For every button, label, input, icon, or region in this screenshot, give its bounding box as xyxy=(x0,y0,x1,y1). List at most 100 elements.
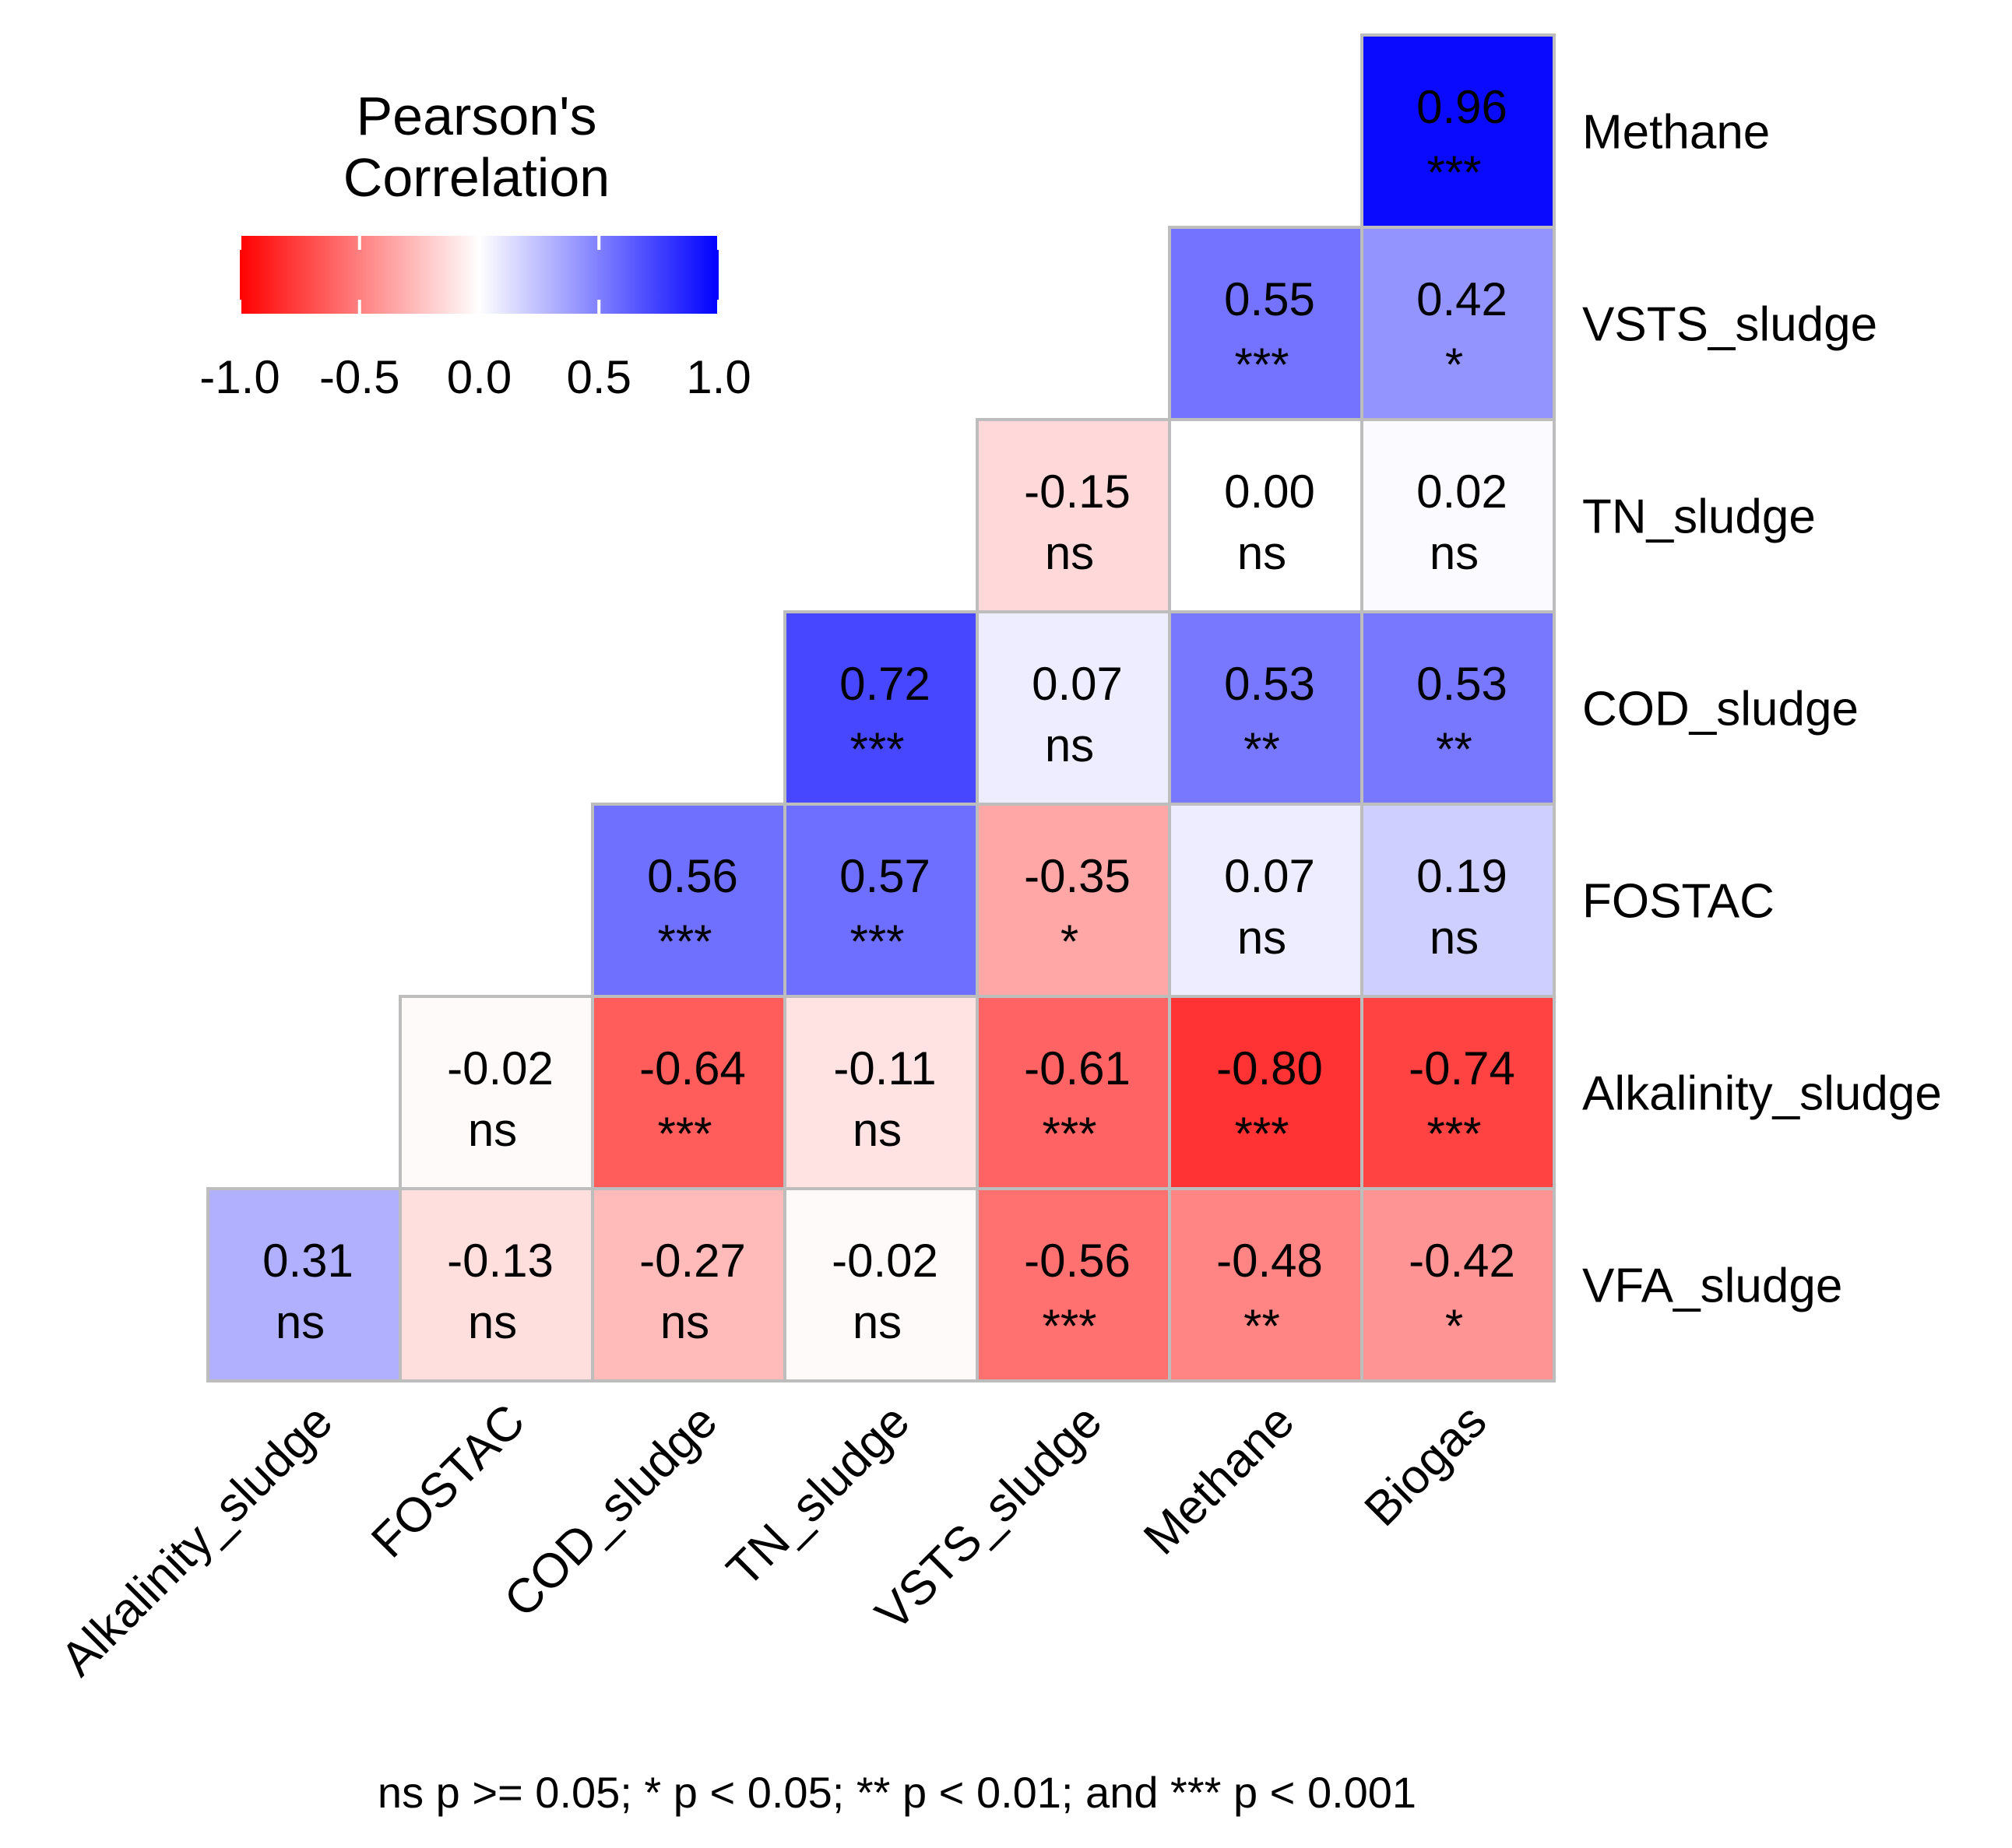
cell-value-label: 0.53 xyxy=(1416,658,1507,710)
cell-significance-label: ns xyxy=(1430,912,1479,964)
heatmap-cell: -0.35 * xyxy=(976,803,1171,998)
heatmap-cell: -0.27 ns xyxy=(591,1187,786,1382)
heatmap-cell: 0.72 *** xyxy=(783,610,979,806)
heatmap-cell: 0.00 ns xyxy=(1168,418,1363,613)
heatmap-cell-rect xyxy=(783,1187,979,1382)
cell-significance-label: * xyxy=(1445,1300,1463,1352)
cell-significance-label: *** xyxy=(1234,339,1289,391)
cell-significance-label: *** xyxy=(1042,1108,1096,1160)
legend-tick-label: 1.0 xyxy=(686,351,751,403)
legend-ticks: -1.0 -0.5 0.0 0.5 1.0 xyxy=(199,236,751,403)
cell-significance-label: ** xyxy=(1436,723,1472,775)
cell-significance-label: ns xyxy=(853,1296,902,1348)
y-axis-label: VSTS_sludge xyxy=(1582,298,1877,352)
heatmap-cell-rect xyxy=(1360,418,1556,613)
cell-value-label: -0.48 xyxy=(1216,1235,1323,1287)
heatmap-cell-rect xyxy=(1168,610,1363,806)
cell-significance-label: *** xyxy=(1042,1300,1096,1352)
x-axis-label: FOSTAC xyxy=(361,1394,535,1568)
cell-value-label: -0.56 xyxy=(1024,1235,1131,1287)
y-axis-label: TN_sludge xyxy=(1582,490,1816,544)
heatmap-cell: -0.15 ns xyxy=(976,418,1171,613)
heatmap-cell: 0.31 ns xyxy=(206,1187,402,1382)
heatmap-cell: 0.42 * xyxy=(1360,226,1556,421)
cell-significance-label: *** xyxy=(1426,1108,1481,1160)
heatmap-cell-rect xyxy=(976,418,1171,613)
cell-value-label: 0.57 xyxy=(839,850,930,902)
cell-value-label: -0.64 xyxy=(639,1042,746,1094)
heatmap-cell: 0.19 ns xyxy=(1360,803,1556,998)
heatmap-cell: -0.11 ns xyxy=(783,995,979,1190)
heatmap-cell-rect xyxy=(976,803,1171,998)
x-axis-label: Biogas xyxy=(1355,1394,1497,1537)
heatmap-cell: -0.64 *** xyxy=(591,995,786,1190)
cell-value-label: 0.72 xyxy=(839,658,930,710)
cell-value-label: 0.56 xyxy=(647,850,738,902)
heatmap-cell: 0.57 *** xyxy=(783,803,979,998)
x-axis-label: Methane xyxy=(1134,1394,1304,1565)
heatmap-cell-rect xyxy=(1360,226,1556,421)
cell-significance-label: ns xyxy=(468,1296,517,1348)
cell-significance-label: *** xyxy=(849,915,904,968)
cell-value-label: 0.07 xyxy=(1032,658,1123,710)
heatmap-cell: -0.02 ns xyxy=(783,1187,979,1382)
y-axis-label: VFA_sludge xyxy=(1582,1260,1842,1313)
cell-significance-label: * xyxy=(1445,339,1463,391)
heatmap-cell: 0.96 *** xyxy=(1360,33,1556,229)
cell-significance-label: ns xyxy=(1045,719,1094,771)
cell-value-label: -0.11 xyxy=(833,1042,936,1094)
heatmap-cell-rect xyxy=(976,1187,1171,1382)
heatmap-cell-rect xyxy=(783,803,979,998)
legend-tick-label: 0.0 xyxy=(447,351,512,403)
heatmap-cell-rect xyxy=(1360,610,1556,806)
heatmap-cell: -0.48 ** xyxy=(1168,1187,1363,1382)
heatmap-cell-rect xyxy=(1360,995,1556,1190)
x-axis-label: Alkalinity_sludge xyxy=(51,1394,343,1686)
y-axis-label: Methane xyxy=(1582,106,1770,160)
legend-title-line-2: Correlation xyxy=(343,147,610,208)
cell-value-label: 0.96 xyxy=(1416,81,1507,133)
heatmap-cell: 0.53 ** xyxy=(1168,610,1363,806)
heatmap-cell: 0.02 ns xyxy=(1360,418,1556,613)
cell-value-label: 0.31 xyxy=(262,1235,354,1287)
cell-significance-label: *** xyxy=(849,723,904,775)
cell-value-label: 0.02 xyxy=(1416,466,1507,518)
significance-footnote: ns p >= 0.05; * p < 0.05; ** p < 0.01; a… xyxy=(378,1768,1416,1817)
cell-significance-label: *** xyxy=(657,915,712,968)
heatmap-cell: -0.61 *** xyxy=(976,995,1171,1190)
legend-tick-label: -0.5 xyxy=(319,351,399,403)
heatmap-cell: -0.80 *** xyxy=(1168,995,1363,1190)
cell-significance-label: *** xyxy=(657,1108,712,1160)
cell-significance-label: ns xyxy=(1237,912,1286,964)
cell-value-label: 0.00 xyxy=(1224,466,1315,518)
y-axis-label: COD_sludge xyxy=(1582,683,1859,736)
cell-significance-label: ns xyxy=(1045,527,1094,579)
cell-significance-label: ns xyxy=(468,1104,517,1156)
cell-value-label: 0.53 xyxy=(1224,658,1315,710)
cell-value-label: -0.74 xyxy=(1409,1042,1515,1094)
heatmap-cell-rect xyxy=(1360,33,1556,229)
heatmap-cell: -0.42 * xyxy=(1360,1187,1556,1382)
cell-significance-label: ns xyxy=(1430,527,1479,579)
cell-value-label: 0.19 xyxy=(1416,850,1507,902)
legend-tick-label: -1.0 xyxy=(199,351,280,403)
cell-significance-label: *** xyxy=(1234,1108,1289,1160)
y-axis-labels: Methane VSTS_sludge TN_sludge COD_sludge FOS… xyxy=(1582,106,1942,1313)
cell-significance-label: ns xyxy=(276,1296,325,1348)
cell-significance-label: ** xyxy=(1243,1300,1280,1352)
heatmap-cell-rect xyxy=(591,995,786,1190)
cell-significance-label: ns xyxy=(1237,527,1286,579)
heatmap-cell: -0.56 *** xyxy=(976,1187,1171,1382)
y-axis-label: FOSTAC xyxy=(1582,875,1775,929)
legend-tick-label: 0.5 xyxy=(567,351,631,403)
cell-value-label: 0.55 xyxy=(1224,273,1315,325)
heatmap-cells: 0.96***0.55***0.42*-0.15ns0.00ns0.02ns0.… xyxy=(206,33,1556,1382)
heatmap-cell: 0.55 *** xyxy=(1168,226,1363,421)
heatmap-cell-rect xyxy=(591,803,786,998)
x-axis-labels: Alkalinity_sludge FOSTACCOD_sludgeTN_slud… xyxy=(51,1394,1497,1686)
cell-value-label: -0.02 xyxy=(447,1042,554,1094)
heatmap-cell-rect xyxy=(1168,418,1363,613)
cell-value-label: -0.13 xyxy=(447,1235,554,1287)
heatmap-cell-rect xyxy=(783,610,979,806)
